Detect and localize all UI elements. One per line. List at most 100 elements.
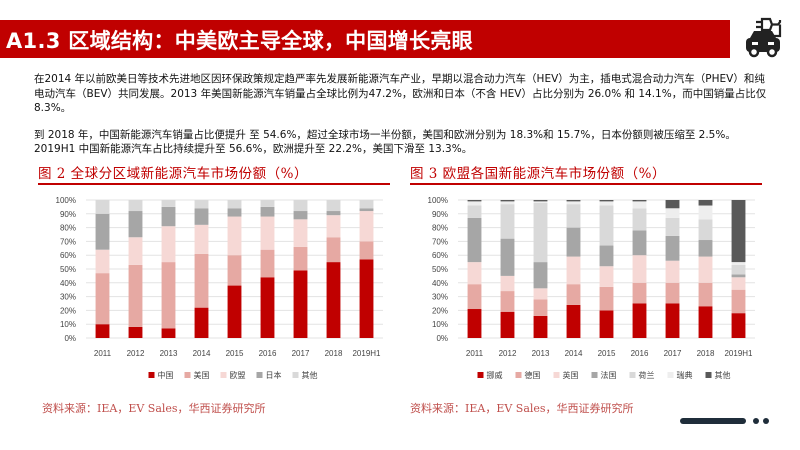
y-tick-label: 100% bbox=[56, 196, 76, 205]
x-tick-label: 2012 bbox=[499, 349, 517, 358]
x-tick-label: 2018 bbox=[697, 349, 715, 358]
bar-segment bbox=[194, 253, 209, 308]
x-tick-label: 2019H1 bbox=[724, 349, 753, 358]
x-tick-label: 2011 bbox=[94, 349, 112, 358]
bar-segment bbox=[194, 224, 209, 254]
bar-segment bbox=[293, 211, 308, 220]
legend-swatch bbox=[553, 372, 560, 378]
paragraph-2: 到 2018 年，中国新能源汽车销量占比便提升 至 54.6%，超过全球市场一半… bbox=[34, 128, 736, 156]
bar-segment bbox=[566, 201, 581, 205]
x-tick-label: 2011 bbox=[466, 349, 484, 358]
bar-segment bbox=[161, 262, 176, 329]
bar-segment bbox=[533, 288, 548, 300]
bar-segment bbox=[260, 200, 275, 207]
y-tick-label: 90% bbox=[60, 210, 76, 219]
bar-segment bbox=[566, 256, 581, 285]
legend-label: 瑞典 bbox=[677, 370, 693, 380]
bar-segment bbox=[326, 200, 341, 212]
bar-segment bbox=[227, 285, 242, 338]
bar-segment bbox=[260, 206, 275, 217]
y-tick-label: 50% bbox=[432, 265, 448, 274]
bar-segment bbox=[500, 200, 515, 202]
legend-label: 挪威 bbox=[487, 370, 503, 380]
bar-segment bbox=[326, 237, 341, 263]
bar-segment bbox=[698, 205, 713, 220]
bar-segment bbox=[599, 205, 614, 246]
bar-segment bbox=[359, 211, 374, 242]
y-tick-label: 0% bbox=[436, 334, 448, 343]
bar-segment bbox=[95, 249, 110, 274]
y-tick-label: 30% bbox=[60, 293, 76, 302]
bar-segment bbox=[533, 262, 548, 289]
y-tick-label: 10% bbox=[432, 320, 448, 329]
bar-segment bbox=[731, 262, 746, 265]
bar-segment bbox=[467, 284, 482, 310]
legend-label: 日本 bbox=[266, 370, 282, 380]
bar-segment bbox=[533, 200, 548, 202]
bar-segment bbox=[500, 275, 515, 292]
legend-label: 法国 bbox=[601, 370, 617, 380]
x-tick-label: 2019H1 bbox=[352, 349, 381, 358]
car-charging-plug-icon bbox=[736, 16, 792, 64]
bar-segment bbox=[227, 208, 242, 217]
legend-label: 其他 bbox=[715, 370, 731, 380]
y-tick-label: 80% bbox=[432, 224, 448, 233]
bar-segment bbox=[128, 211, 143, 238]
bar-segment bbox=[599, 201, 614, 206]
legend-label: 美国 bbox=[194, 370, 210, 380]
bar-segment bbox=[632, 208, 647, 231]
bar-segment bbox=[665, 282, 680, 304]
bar-segment bbox=[731, 277, 746, 290]
bar-segment bbox=[467, 205, 482, 218]
bar-segment bbox=[599, 200, 614, 202]
bar-segment bbox=[293, 219, 308, 247]
y-tick-label: 60% bbox=[60, 251, 76, 260]
y-tick-label: 0% bbox=[64, 334, 76, 343]
legend-swatch bbox=[591, 372, 598, 378]
figure-2-divider bbox=[38, 183, 390, 185]
legend-label: 其他 bbox=[302, 370, 318, 380]
bar-segment bbox=[698, 282, 713, 307]
bar-segment bbox=[632, 200, 647, 202]
legend-swatch bbox=[667, 372, 674, 378]
bar-segment bbox=[260, 277, 275, 338]
bar-segment bbox=[128, 326, 143, 338]
bar-segment bbox=[128, 200, 143, 212]
legend-swatch bbox=[148, 372, 155, 378]
bar-segment bbox=[467, 217, 482, 263]
bar-segment bbox=[260, 249, 275, 278]
page-indicator-dot bbox=[753, 418, 759, 424]
bar-segment bbox=[161, 328, 176, 338]
bar-segment bbox=[227, 216, 242, 256]
legend-swatch bbox=[705, 372, 712, 378]
legend-swatch bbox=[477, 372, 484, 378]
bar-segment bbox=[326, 262, 341, 338]
bar-segment bbox=[533, 299, 548, 316]
legend-label: 英国 bbox=[563, 370, 579, 380]
bar-segment bbox=[359, 259, 374, 338]
bar-segment bbox=[533, 201, 548, 203]
bar-segment bbox=[95, 273, 110, 325]
bar-segment bbox=[467, 262, 482, 285]
bar-segment bbox=[467, 200, 482, 202]
legend-label: 荷兰 bbox=[639, 370, 655, 380]
x-tick-label: 2017 bbox=[664, 349, 682, 358]
bar-segment bbox=[533, 202, 548, 263]
y-tick-label: 20% bbox=[432, 306, 448, 315]
bar-segment bbox=[665, 200, 680, 209]
bar-segment bbox=[698, 240, 713, 257]
figure-3-title: 图 3 欧盟各国新能源汽车市场份额（%） bbox=[410, 166, 666, 182]
bar-segment bbox=[599, 286, 614, 311]
body-text: 在2014 年以前欧美日等技术先进地区因环保政策规定趋严率先发展新能源汽车产业，… bbox=[34, 72, 774, 169]
figure-3-source: 资料来源：IEA，EV Sales，华西证券研究所 bbox=[410, 402, 634, 415]
bar-segment bbox=[731, 200, 746, 263]
legend-swatch bbox=[256, 372, 263, 378]
bar-segment bbox=[95, 200, 110, 214]
y-tick-label: 10% bbox=[60, 320, 76, 329]
legend-label: 中国 bbox=[158, 370, 174, 380]
bar-segment bbox=[500, 311, 515, 338]
bar-segment bbox=[128, 237, 143, 265]
y-tick-label: 40% bbox=[432, 279, 448, 288]
page-title: A1.3 区域结构：中美欧主导全球，中国增长亮眼 bbox=[6, 29, 473, 53]
x-tick-label: 2013 bbox=[532, 349, 550, 358]
